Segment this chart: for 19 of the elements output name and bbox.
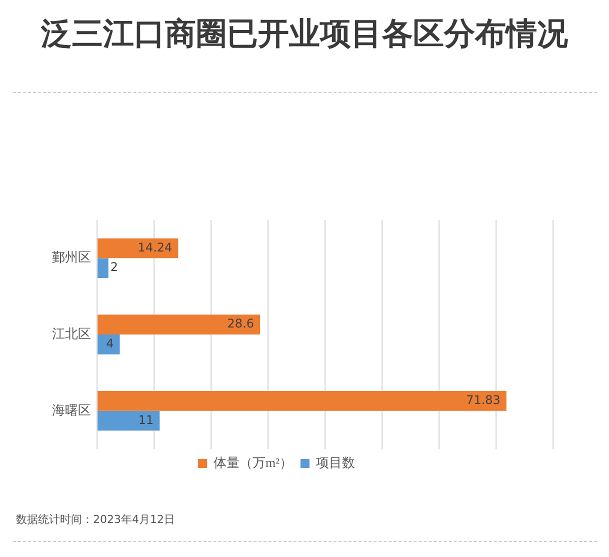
data-label: 2	[110, 260, 118, 274]
y-tick-label: 鄞州区	[52, 250, 91, 265]
legend-label: 体量（万m²）	[213, 454, 293, 470]
bar	[98, 410, 160, 431]
data-label: 11	[138, 412, 154, 427]
bar	[98, 390, 506, 411]
bar	[98, 258, 108, 278]
bar	[98, 334, 120, 354]
bar	[98, 238, 178, 258]
y-tick-label: 江北区	[52, 326, 91, 341]
data-label: 71.83	[466, 393, 500, 408]
chart-title: 泛三江口商圈已开业项目各区分布情况	[40, 15, 569, 54]
data-label: 28.6	[227, 316, 254, 331]
data-label: 4	[106, 336, 114, 351]
y-tick-label: 海曙区	[52, 402, 91, 418]
data-label: 14.24	[138, 240, 172, 254]
bar	[98, 314, 260, 334]
text: 数据统计时间：2023年4月12日	[16, 512, 175, 528]
legend-label: 项目数	[316, 454, 356, 470]
